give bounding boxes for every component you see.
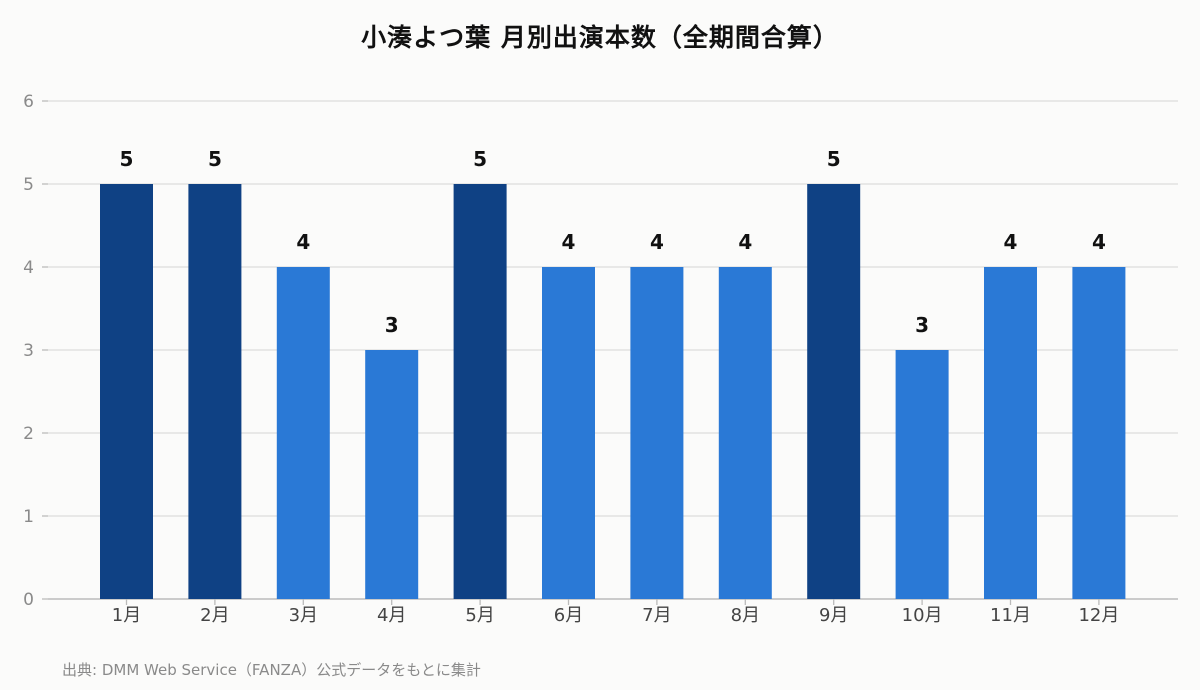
bar [188, 184, 242, 599]
x-tick-label: 8月 [731, 605, 760, 626]
y-tick-label: 5 [23, 175, 34, 195]
bar [100, 184, 153, 599]
x-tick-label: 7月 [642, 605, 671, 626]
data-label: 4 [738, 230, 752, 254]
bar [718, 267, 772, 599]
data-labels: 5 5 4 3 5 4 4 4 5 3 4 4 [120, 147, 1106, 337]
y-tick-label: 4 [23, 258, 34, 278]
data-label: 4 [562, 230, 576, 254]
x-tick-label: 9月 [819, 605, 848, 626]
data-label: 5 [473, 147, 487, 171]
x-tick-label: 12月 [1078, 605, 1119, 626]
x-tick-label: 2月 [200, 605, 229, 626]
bar [630, 267, 684, 599]
data-label: 4 [296, 230, 310, 254]
x-axis-ticks: 1月 2月 3月 4月 5月 6月 7月 8月 9月 10月 11月 12月 [112, 599, 1119, 626]
x-tick-label: 6月 [554, 605, 583, 626]
bar [984, 267, 1037, 599]
bar [1072, 267, 1126, 599]
data-label: 4 [650, 230, 664, 254]
bars [100, 184, 1126, 599]
y-axis-ticks: 0 1 2 3 4 5 6 [23, 92, 48, 610]
y-tick-label: 6 [23, 92, 34, 112]
data-label: 4 [1004, 230, 1018, 254]
data-label: 4 [1092, 230, 1106, 254]
y-tick-label: 1 [23, 507, 34, 527]
data-label: 5 [120, 147, 134, 171]
bar [276, 267, 330, 599]
y-tick-label: 3 [23, 341, 34, 361]
x-tick-label: 3月 [289, 605, 318, 626]
source-note: 出典: DMM Web Service（FANZA）公式データをもとに集計 [62, 661, 481, 679]
x-tick-label: 5月 [465, 605, 494, 626]
x-tick-label: 10月 [902, 605, 943, 626]
data-label: 3 [385, 313, 399, 337]
bar [542, 267, 595, 599]
bar [807, 184, 861, 599]
bar [895, 350, 949, 599]
bar [453, 184, 507, 599]
chart-title: 小湊よつ葉 月別出演本数（全期間合算） [361, 23, 839, 52]
x-tick-label: 1月 [112, 605, 141, 626]
data-label: 3 [915, 313, 929, 337]
y-tick-label: 0 [23, 590, 34, 610]
bar [365, 350, 419, 599]
data-label: 5 [827, 147, 841, 171]
y-tick-label: 2 [23, 424, 34, 444]
x-tick-label: 11月 [990, 605, 1031, 626]
x-tick-label: 4月 [377, 605, 406, 626]
data-label: 5 [208, 147, 222, 171]
